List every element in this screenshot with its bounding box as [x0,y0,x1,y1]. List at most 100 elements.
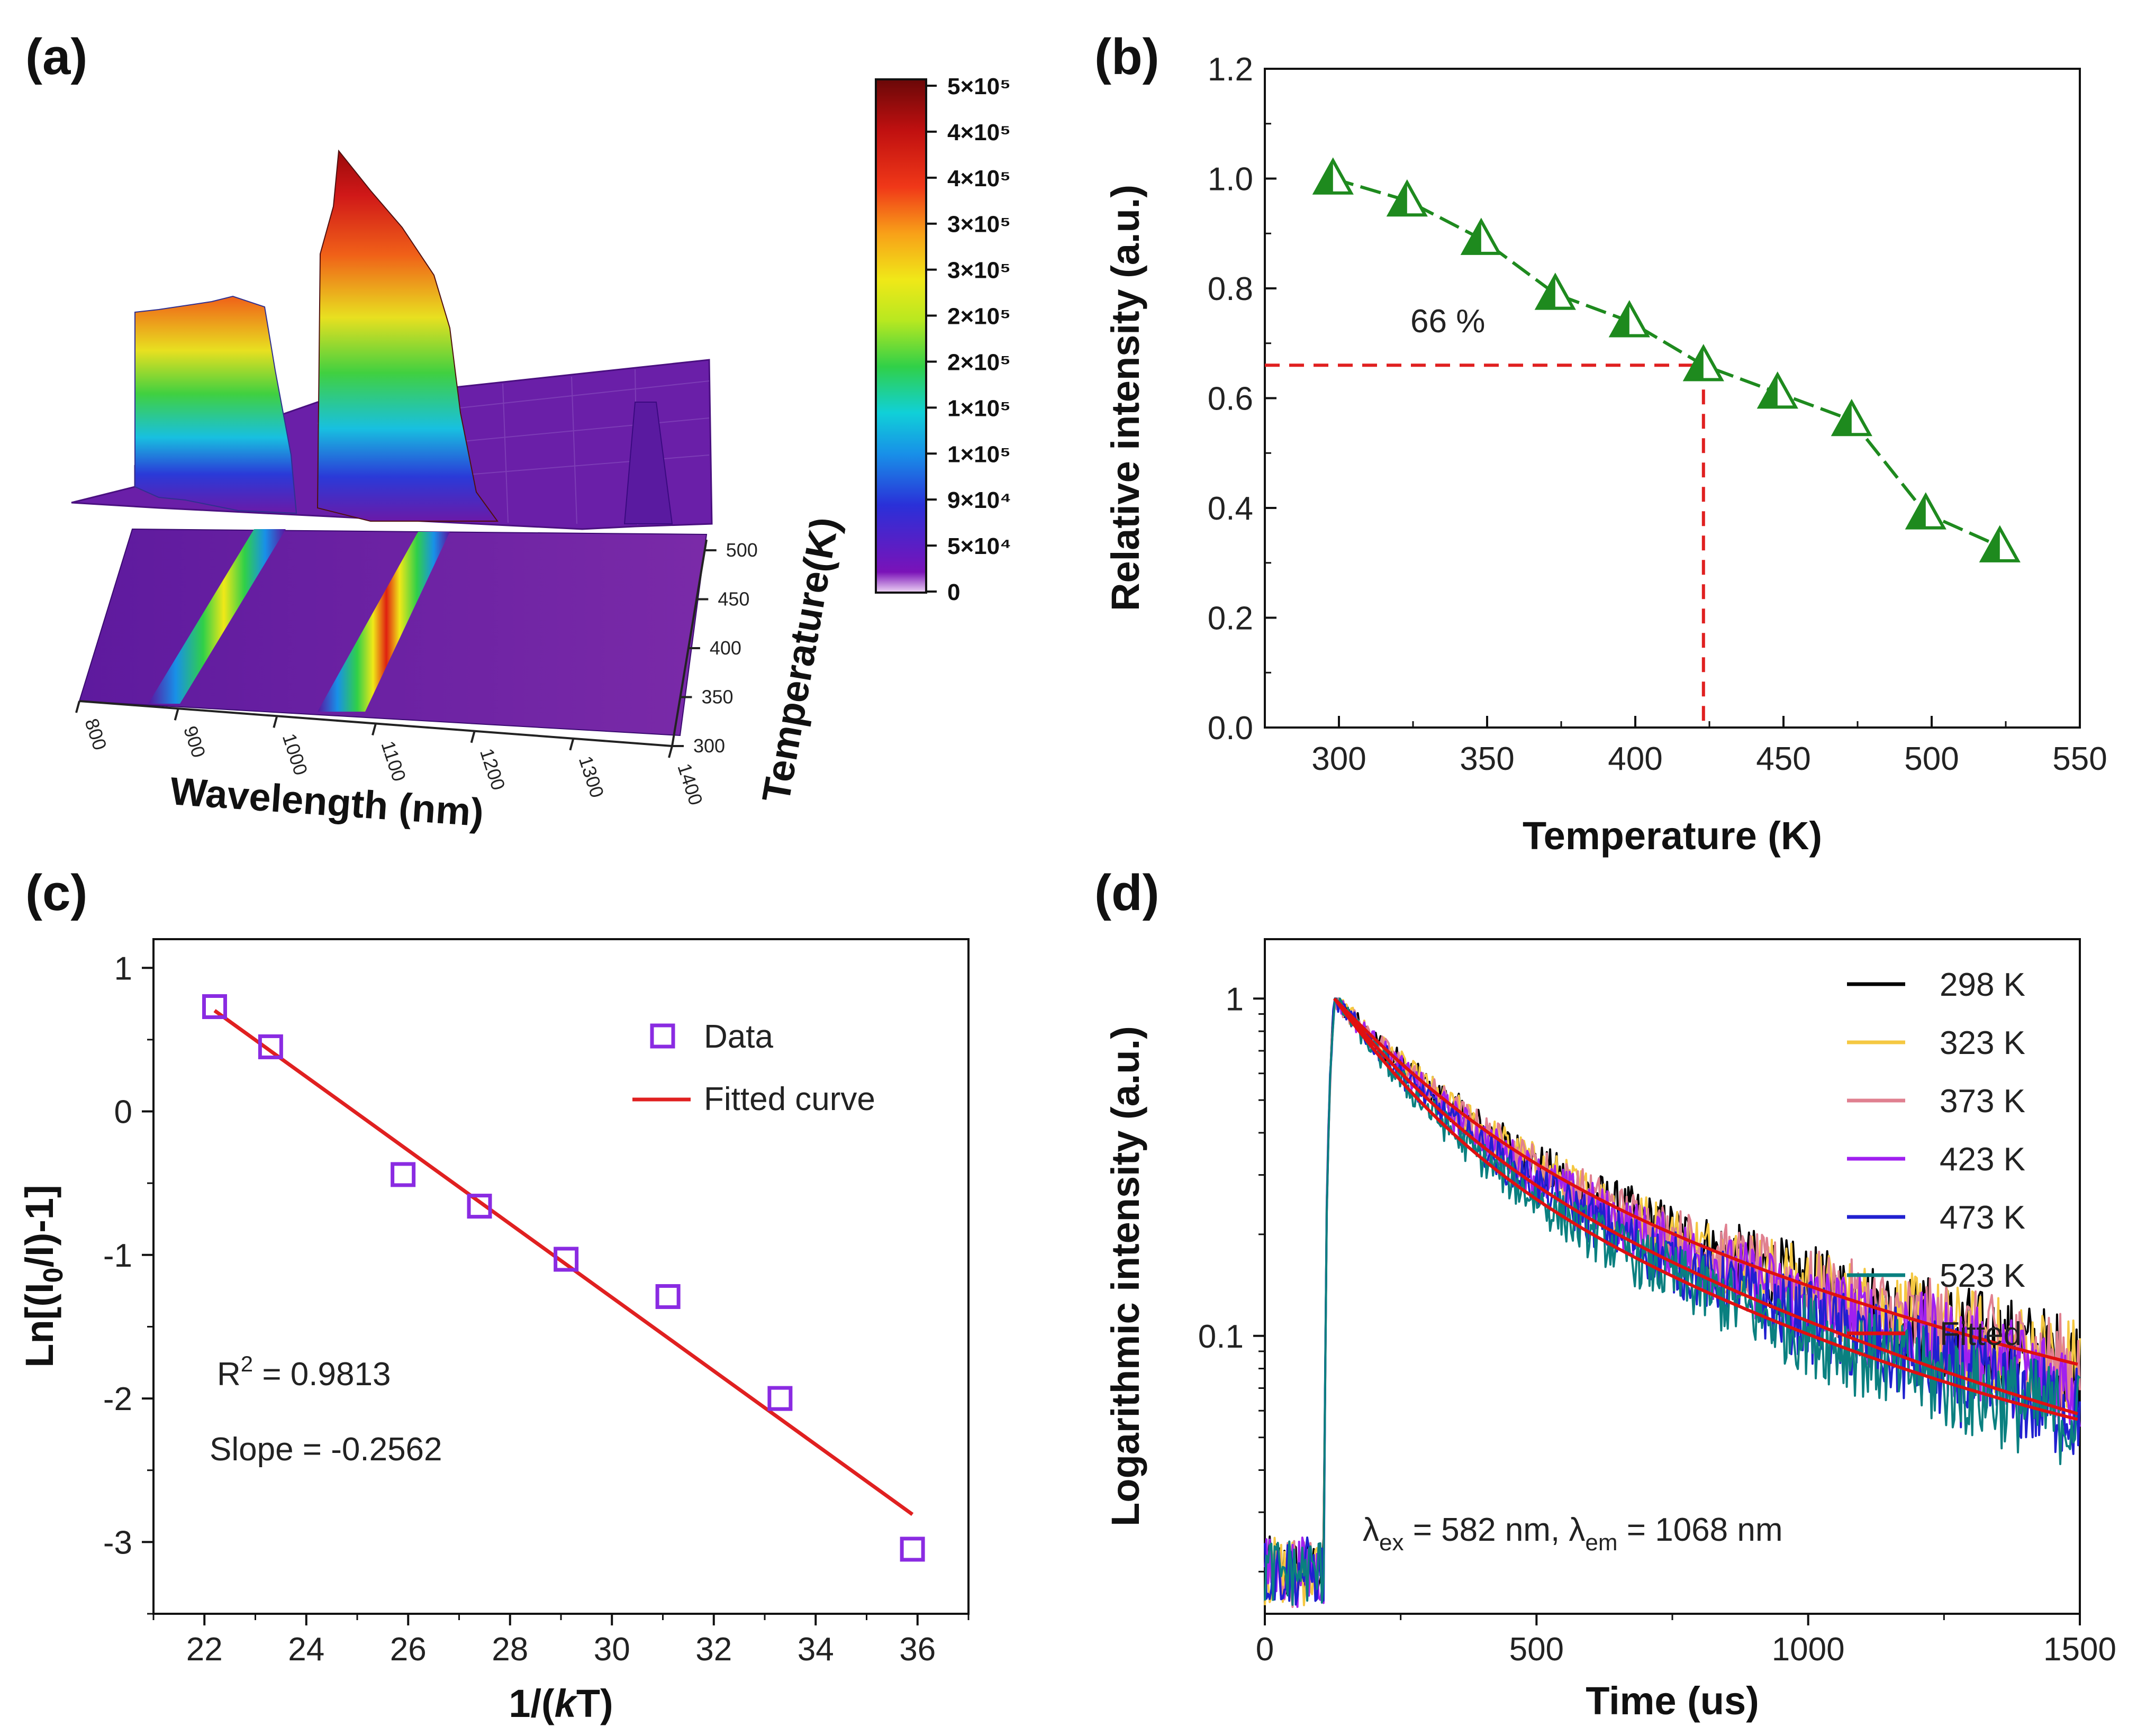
panel-label-a: (a) [25,29,87,85]
b-data-point [1608,300,1650,338]
a-y-tick-label: 450 [718,588,749,610]
floor-band-1068nm [318,532,450,712]
c-x-tick-label: 26 [390,1631,427,1668]
a-x-tick-label: 1000 [278,731,312,778]
d-x-tick-label: 0 [1256,1631,1274,1668]
c-x-tick-label: 34 [798,1631,834,1668]
c-markers [202,994,925,1562]
b-data-point [1312,157,1354,195]
d-legend: 298 K 323 K 373 K 423 K 473 K 523 K Fitted [1847,967,2025,1352]
a-y-ticks: 300 350 400 450 500 [672,539,758,757]
d-curve-473k [1264,997,2081,1606]
a-x-tick-label: 1300 [575,753,609,801]
d-curves [1264,997,2081,1608]
a-x-tick [372,723,377,736]
d-x-tick-label: 500 [1509,1631,1564,1668]
c-legend-fit-label: Fitted curve [704,1081,875,1117]
b-guides [1265,363,1705,728]
a-x-tick [174,708,179,721]
c-frame [152,938,970,1615]
a-y-tick-label: 500 [726,539,758,561]
a-x-tick-label: 1400 [673,761,707,808]
c-x-label: 1/(kT) [509,1682,613,1725]
peak-1068nm-surface [316,149,499,522]
b-y-tick-label: 0.4 [1208,490,1253,527]
b-y-tick-label: 1.0 [1208,161,1253,198]
colorbar-tick-label: 4×10⁵ [947,166,1011,192]
c-slope-annotation: Slope = -0.2562 [210,1431,442,1468]
b-y-tick-label: 0.6 [1208,381,1253,417]
c-x-tick-label: 28 [492,1631,528,1668]
b-y-tick-label: 1.2 [1208,51,1253,88]
b-y-tick-label: 0.2 [1208,601,1253,637]
b-ticks: 300 350 400 450 500 550 0.0 0.2 0.4 0.6 0.8 1.0 1.2 [1208,51,2107,777]
d-fitted-curve [1333,997,2078,1366]
a-x-tick-label: 800 [80,716,111,753]
d-legend-label: 323 K [1940,1025,2025,1061]
panel-label-d: (d) [1094,865,1160,921]
panel-d-decay-curves: 0 500 1000 1500 1 0.1 298 K 323 K 373 K 423 K 473… [1103,938,2116,1723]
c-legend-data-swatch [650,1023,675,1049]
colorbar-tick-label: 0 [947,579,960,605]
a-y-tick-label: 350 [701,686,733,708]
c-data-point [202,994,227,1019]
d-x-tick-label: 1000 [1772,1631,1845,1668]
c-ticks: 22 24 26 28 30 32 34 36 1 0 -1 -2 -3 [103,950,970,1668]
c-x-tick-label: 24 [288,1631,324,1668]
c-data-point [554,1247,579,1272]
c-data-point [767,1386,793,1411]
b-data-point [1979,525,2021,562]
b-y-tick-label: 0.0 [1208,710,1253,747]
peak-900nm-surface [134,295,297,514]
a-x-tick [75,701,80,713]
a-x-tick [470,731,476,743]
c-y-tick-label: -1 [103,1238,132,1274]
b-y-label: Relative intensity (a.u.) [1103,185,1147,611]
d-legend-label: Fitted [1940,1316,2022,1352]
panel-b-relative-intensity: 300 350 400 450 500 5500.00.20.40.60.81.01.2 … [1103,51,2107,858]
c-legend-data-label: Data [704,1019,773,1055]
c-y-tick-label: 1 [114,950,132,987]
d-legend-label: 473 K [1940,1199,2025,1236]
c-r2-annotation: R2 = 0.9813 [217,1351,391,1393]
c-fit-line [213,1009,914,1516]
b-x-tick-label: 550 [2052,741,2107,777]
colorbar-tick-label: 2×10⁵ [947,304,1011,330]
d-fitted-curve [1333,997,2078,1415]
b-y-tick-label: 0.8 [1208,271,1253,307]
panel-label-c: (c) [25,865,87,921]
colorbar-tick-label: 2×10⁵ [947,349,1011,375]
b-frame [1264,68,2081,729]
colorbar-tick-label: 1×10⁵ [947,441,1011,467]
b-markers [1312,157,2021,562]
d-fitted-curve [1333,997,2078,1421]
b-data-point [1460,217,1502,255]
c-x-tick-label: 30 [594,1631,630,1668]
c-data-point [655,1284,681,1309]
colorbar-tick-label: 1×10⁵ [947,395,1011,421]
c-data-point [467,1194,492,1219]
c-data-point [258,1034,283,1059]
d-legend-label: 373 K [1940,1083,2025,1120]
b-series-line [1332,177,2001,548]
b-x-tick-label: 300 [1311,741,1366,777]
c-y-label: Ln[(I0/I)-1] [17,1185,69,1367]
a-x-tick-label: 1100 [377,738,410,784]
d-y-tick-label: 1 [1226,981,1244,1017]
panel-label-b: (b) [1094,29,1160,85]
a-x-tick-label: 900 [179,723,210,760]
colorbar-tick-label: 3×10⁵ [947,258,1011,284]
c-data-point [391,1162,416,1187]
d-legend-label: 298 K [1940,967,2025,1003]
b-data-point [1386,179,1428,217]
colorbar-tick-label: 3×10⁵ [947,212,1011,238]
colorbar-tick-label: 5×10⁵ [947,74,1011,99]
c-y-tick-label: -3 [103,1524,132,1561]
d-x-tick-label: 1500 [2043,1631,2116,1668]
a-x-tick-label: 1200 [476,746,510,793]
b-x-tick-label: 450 [1756,741,1810,777]
d-ticks: 0 500 1000 1500 1 0.1 [1198,981,2116,1668]
d-y-label: Logarithmic intensity (a.u.) [1103,1026,1147,1526]
b-x-tick-label: 350 [1460,741,1514,777]
